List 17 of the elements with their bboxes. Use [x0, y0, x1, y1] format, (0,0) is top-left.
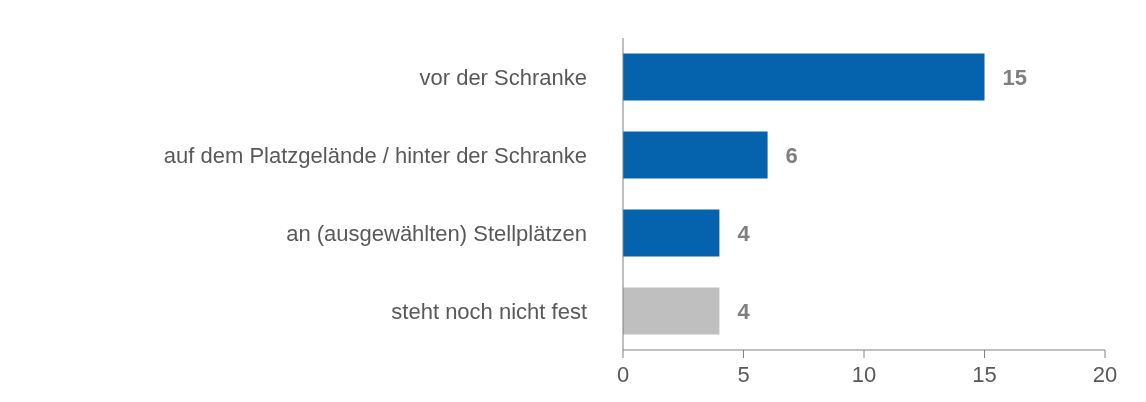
y-tick-label: vor der Schranke	[419, 64, 587, 90]
bar	[623, 53, 985, 101]
x-tick-label: 0	[616, 361, 630, 387]
x-tick-label: 10	[851, 361, 877, 387]
y-tick-label: auf dem Platzgelände / hinter der Schranke	[163, 142, 587, 168]
bar	[623, 209, 720, 257]
x-tick-label: 5	[737, 361, 750, 387]
data-label: 6	[785, 142, 798, 168]
x-tick-label: 15	[972, 361, 997, 387]
data-label: 4	[737, 298, 751, 324]
x-tick-label: 20	[1092, 361, 1118, 387]
y-tick-label: steht noch nicht fest	[391, 298, 587, 324]
bar	[623, 287, 720, 335]
data-label: 4	[737, 220, 751, 246]
y-tick-label: an (ausgewählten) Stellplätzen	[286, 220, 587, 246]
data-label: 15	[1002, 64, 1027, 90]
bar	[623, 131, 768, 179]
